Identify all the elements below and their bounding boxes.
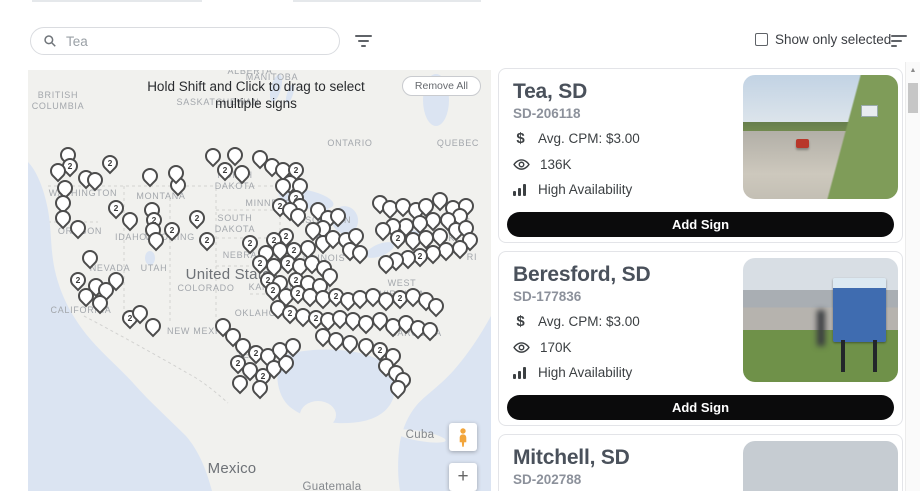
pegman-icon bbox=[459, 428, 467, 447]
sign-id: SD-206118 bbox=[513, 106, 581, 121]
search-icon bbox=[44, 35, 56, 47]
map-region-label: Mexico bbox=[207, 460, 257, 477]
impressions-stat: 170K bbox=[513, 339, 738, 356]
show-only-selected-label: Show only selected bbox=[775, 32, 892, 47]
map-region-label: RI bbox=[466, 252, 478, 262]
filter-icon[interactable] bbox=[355, 35, 372, 47]
availability-value: High Availability bbox=[538, 365, 633, 380]
cutoff-element-edge bbox=[293, 0, 481, 2]
sign-title: Tea, SD bbox=[513, 80, 588, 103]
cpm-value: Avg. CPM: $3.00 bbox=[538, 314, 640, 329]
results-panel: Tea, SD SD-206118 $ Avg. CPM: $3.00 136K… bbox=[498, 68, 903, 491]
sign-photo[interactable] bbox=[743, 75, 898, 199]
map-region-label: IDAHO bbox=[114, 232, 148, 242]
sort-icon[interactable] bbox=[891, 35, 907, 47]
scrollbar-thumb[interactable] bbox=[908, 83, 918, 113]
map-region-label: NEVADA bbox=[89, 263, 131, 273]
impressions-stat: 136K bbox=[513, 156, 738, 173]
cutoff-element-edge bbox=[32, 0, 202, 2]
map-pin[interactable] bbox=[138, 164, 162, 188]
eye-icon bbox=[513, 156, 530, 173]
map-region-label: MANITOBA bbox=[245, 72, 299, 82]
bar-chart-icon bbox=[513, 366, 528, 379]
map-instruction: Hold Shift and Click to drag to select m… bbox=[147, 79, 365, 111]
map-region-label: CALIFORNIA bbox=[50, 305, 112, 315]
zoom-in-button[interactable]: + bbox=[449, 463, 477, 491]
map-region-label: ONTARIO bbox=[327, 138, 373, 148]
map-pin[interactable]: 2 bbox=[195, 228, 219, 252]
remove-all-button[interactable]: Remove All bbox=[401, 76, 481, 96]
bar-chart-icon bbox=[513, 183, 528, 196]
cpm-stat: $ Avg. CPM: $3.00 bbox=[513, 313, 738, 330]
map-pins-layer: 222222222222222222222222222222222 bbox=[28, 70, 491, 491]
cluster-count: 2 bbox=[113, 203, 119, 213]
map-region-label: BRITISH COLUMBIA bbox=[31, 90, 85, 111]
page-scrollbar[interactable]: ▲ bbox=[905, 62, 920, 491]
search-box[interactable] bbox=[30, 27, 340, 55]
sign-card: Mitchell, SD SD-202788 bbox=[498, 434, 903, 491]
cluster-count: 2 bbox=[107, 158, 113, 168]
availability-stat: High Availability bbox=[513, 365, 738, 380]
map-region-label: MONTANA bbox=[136, 191, 186, 201]
map-region-label: Cuba bbox=[405, 429, 435, 441]
sign-photo[interactable] bbox=[743, 258, 898, 382]
cpm-stat: $ Avg. CPM: $3.00 bbox=[513, 130, 738, 147]
map-region-label: SOUTH DAKOTA bbox=[214, 213, 256, 234]
map-region-label: NEBRASKA bbox=[222, 250, 278, 260]
cluster-count: 2 bbox=[194, 213, 200, 223]
add-sign-button[interactable]: Add Sign bbox=[507, 212, 894, 237]
sign-card: Beresford, SD SD-177836 $ Avg. CPM: $3.0… bbox=[498, 251, 903, 426]
map-region-label: ALBERTA bbox=[227, 70, 273, 76]
cluster-count: 2 bbox=[247, 238, 253, 248]
map-region-label: WASHINGTON bbox=[48, 188, 118, 198]
sign-id: SD-177836 bbox=[513, 289, 582, 304]
map-region-label: UTAH bbox=[140, 263, 168, 273]
cluster-count: 2 bbox=[75, 275, 81, 285]
cluster-count: 2 bbox=[222, 165, 228, 175]
map-region-label: ILLINOIS bbox=[302, 253, 346, 263]
map-region-label: Guatemala bbox=[302, 481, 362, 491]
dollar-icon: $ bbox=[516, 313, 525, 330]
map-region-label: OKLAHOMA bbox=[234, 308, 292, 318]
sign-title: Beresford, SD bbox=[513, 263, 651, 286]
map-region-label: QUEBEC bbox=[436, 138, 480, 148]
map-region-label: COLORADO bbox=[177, 283, 235, 293]
map-pin[interactable]: 2 bbox=[98, 151, 122, 175]
add-sign-button[interactable]: Add Sign bbox=[507, 395, 894, 420]
cluster-count: 2 bbox=[169, 225, 175, 235]
map-region-label: SASKATCHEWAN bbox=[176, 97, 260, 107]
map-pin[interactable] bbox=[78, 246, 102, 270]
map[interactable]: ALBERTA MANITOBA BRITISH COLUMBIA SASKATCHE… bbox=[28, 70, 491, 491]
sign-card: Tea, SD SD-206118 $ Avg. CPM: $3.00 136K… bbox=[498, 68, 903, 243]
availability-stat: High Availability bbox=[513, 182, 738, 197]
pegman-control[interactable] bbox=[449, 423, 477, 451]
cluster-count: 2 bbox=[204, 235, 210, 245]
cpm-value: Avg. CPM: $3.00 bbox=[538, 131, 640, 146]
impressions-value: 170K bbox=[540, 340, 572, 355]
map-pin[interactable]: 2 bbox=[185, 206, 209, 230]
sign-id: SD-202788 bbox=[513, 472, 582, 487]
show-only-selected-checkbox[interactable] bbox=[755, 33, 768, 46]
availability-value: High Availability bbox=[538, 182, 633, 197]
cluster-count: 2 bbox=[395, 233, 401, 243]
cluster-count: 2 bbox=[257, 258, 263, 268]
sign-photo[interactable] bbox=[743, 441, 898, 491]
dollar-icon: $ bbox=[516, 130, 525, 147]
scrollbar-up-arrow[interactable]: ▲ bbox=[909, 67, 917, 74]
eye-icon bbox=[513, 339, 530, 356]
impressions-value: 136K bbox=[540, 157, 572, 172]
search-input[interactable] bbox=[66, 33, 339, 49]
sign-title: Mitchell, SD bbox=[513, 446, 630, 469]
map-region-label: NEW MEXICO bbox=[166, 326, 234, 336]
